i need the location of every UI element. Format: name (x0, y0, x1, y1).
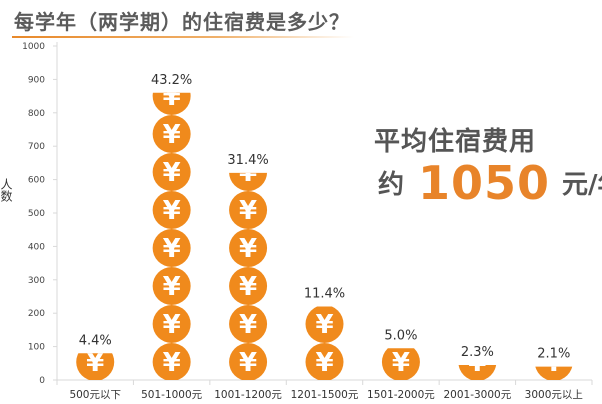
svg-text:¥: ¥ (163, 196, 181, 226)
data-label: 5.0% (384, 328, 417, 343)
average-cost-value: 1050 (418, 156, 551, 210)
coin-icon: ¥ (152, 153, 191, 191)
y-tick-label: 400 (28, 242, 45, 252)
coin-icon: ¥ (152, 343, 191, 380)
coin-icon: ¥ (76, 348, 115, 380)
svg-text:¥: ¥ (239, 234, 257, 264)
chart-title: 每学年（两学期）的住宿费是多少？ (14, 10, 350, 34)
coin-icon: ¥ (229, 343, 268, 380)
svg-text:¥: ¥ (315, 310, 333, 340)
svg-text:¥: ¥ (545, 348, 563, 378)
coin-icon: ¥ (152, 305, 191, 343)
data-label: 2.3% (461, 345, 494, 360)
bar-5: ¥ (381, 348, 420, 380)
y-axis-label: 人数 (0, 178, 13, 202)
coin-icon: ¥ (305, 306, 344, 343)
x-tick-label: 3000元以上 (525, 389, 583, 401)
x-tick-label: 500元以下 (69, 389, 121, 401)
coin-icon: ¥ (152, 191, 191, 229)
svg-text:¥: ¥ (163, 234, 181, 264)
x-tick-label: 2001-3000元 (443, 389, 511, 401)
svg-text:¥: ¥ (392, 348, 410, 378)
svg-text:¥: ¥ (163, 158, 181, 188)
x-tick-label: 501-1000元 (141, 389, 203, 401)
x-tick-label: 1001-1200元 (214, 389, 282, 401)
data-label: 11.4% (304, 287, 345, 302)
bar-7: ¥ (535, 348, 573, 380)
bar-2: ¥ ¥ ¥ ¥ ¥ ¥ ¥ ¥ (152, 82, 191, 380)
data-label: 43.2% (151, 73, 192, 88)
bar-3: ¥ ¥ ¥ ¥ ¥ ¥ (229, 158, 268, 380)
x-tick-label: 1201-1500元 (291, 389, 359, 401)
svg-text:¥: ¥ (163, 348, 181, 378)
data-label: 31.4% (227, 153, 268, 168)
average-cost-unit: 元/年 (562, 170, 602, 200)
svg-text:¥: ¥ (163, 310, 181, 340)
average-cost-value-row: 约 1050 元/年 (378, 156, 602, 210)
coin-icon: ¥ (152, 267, 191, 305)
svg-text:¥: ¥ (239, 158, 257, 188)
coin-icon: ¥ (535, 348, 573, 380)
svg-text:¥: ¥ (239, 272, 257, 302)
data-label: 2.1% (537, 347, 570, 362)
coin-icon: ¥ (229, 229, 268, 267)
coin-icon: ¥ (229, 305, 268, 343)
coin-icon: ¥ (229, 191, 268, 229)
y-tick-label: 300 (28, 276, 45, 286)
svg-text:¥: ¥ (239, 348, 257, 378)
coin-icon: ¥ (305, 343, 344, 380)
y-tick-label: 700 (28, 142, 45, 152)
svg-text:¥: ¥ (239, 310, 257, 340)
y-tick-label: 100 (28, 343, 45, 353)
coin-icon: ¥ (229, 158, 268, 191)
average-cost-heading: 平均住宿费用 (374, 127, 537, 157)
y-tick-label: 0 (39, 376, 45, 386)
y-tick-label: 800 (28, 109, 45, 119)
x-tick-label: 1501-2000元 (367, 389, 435, 401)
bar-1: ¥ (76, 348, 115, 380)
coin-icon: ¥ (229, 267, 268, 305)
data-label: 4.4% (79, 333, 112, 348)
svg-text:¥: ¥ (163, 272, 181, 302)
svg-text:¥: ¥ (86, 348, 104, 378)
coin-icon: ¥ (458, 348, 497, 380)
coin-icon: ¥ (152, 229, 191, 267)
svg-text:¥: ¥ (163, 82, 181, 112)
coin-icon: ¥ (381, 348, 420, 380)
svg-text:¥: ¥ (163, 120, 181, 150)
y-tick-label: 1000 (22, 42, 45, 52)
y-tick-label: 600 (28, 176, 45, 186)
coin-icon: ¥ (152, 82, 191, 115)
y-tick-label: 500 (28, 209, 45, 219)
title-underline (12, 36, 354, 38)
coin-icon: ¥ (152, 115, 191, 153)
svg-text:¥: ¥ (239, 196, 257, 226)
bar-6: ¥ (458, 348, 497, 380)
bar-4: ¥¥ (305, 306, 344, 380)
svg-text:¥: ¥ (315, 348, 333, 378)
y-tick-label: 900 (28, 75, 45, 85)
svg-text:¥: ¥ (468, 348, 486, 378)
y-tick-label: 200 (28, 309, 45, 319)
average-cost-prefix: 约 (378, 170, 405, 200)
